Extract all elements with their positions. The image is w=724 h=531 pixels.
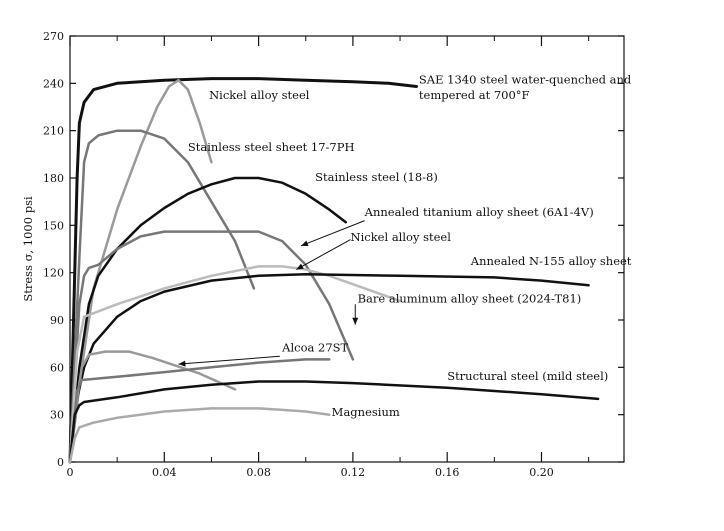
series-line-10 [68,380,600,464]
axes [69,35,625,463]
series-line-9 [68,358,331,464]
y-tick-label: 240 [43,77,64,90]
annotation-arrows [178,220,365,367]
annotation-arrow [178,355,280,367]
annotation-label: Stainless steel (18-8) [315,170,438,184]
annotation-label: SAE 1340 steel water-quenched and [419,72,632,86]
series-line-2 [68,78,213,464]
y-tick-label: 30 [50,409,64,422]
y-tick-label: 180 [43,172,64,185]
series-line-7 [68,272,590,464]
series-line-5 [68,230,355,464]
x-tick-label: 0.04 [152,466,177,479]
series-line-4 [68,176,348,464]
y-axis-label: Stress σ, 1000 psi [21,196,35,302]
annotation-label: Magnesium [332,405,400,419]
x-tick-label: 0.20 [529,466,554,479]
series-line-6 [68,265,402,464]
x-tick-label: 0.08 [246,466,271,479]
x-tick-label: 0 [67,466,74,479]
annotation-label: Annealed N-155 alloy sheet [470,254,632,268]
annotation-label: Alcoa 27ST [281,341,348,355]
y-tick-label: 0 [57,456,64,469]
annotation-label: Nickel alloy steel [209,88,310,102]
y-tick-label: 120 [43,267,64,280]
annotation-label: Structural steel (mild steel) [447,369,608,383]
annotation-label: Stainless steel sheet 17-7PH [188,140,355,154]
y-tick-label: 210 [43,125,64,138]
y-tick-label: 90 [50,314,64,327]
y-tick-label: 60 [50,361,64,374]
annotation-arrow [300,220,365,247]
annotation-arrow [296,239,351,270]
annotation-label: Nickel alloy steel [351,230,452,244]
series-line-1 [68,77,418,464]
series-line-11 [68,407,331,464]
x-tick-label: 0.16 [435,466,460,479]
y-tick-label: 150 [43,219,64,232]
annotation-label: Bare aluminum alloy sheet (2024-T81) [358,292,582,306]
annotation-label: Annealed titanium alloy sheet (6A1-4V) [364,205,594,219]
series-group [68,77,600,464]
y-tick-label: 270 [43,30,64,43]
plot-frame [69,35,625,463]
annotation-labels: SAE 1340 steel water-quenched and tempere… [188,72,632,419]
x-tick-label: 0.12 [341,466,366,479]
annotation-label: tempered at 700°F [419,88,530,102]
series-line-3 [68,129,256,464]
